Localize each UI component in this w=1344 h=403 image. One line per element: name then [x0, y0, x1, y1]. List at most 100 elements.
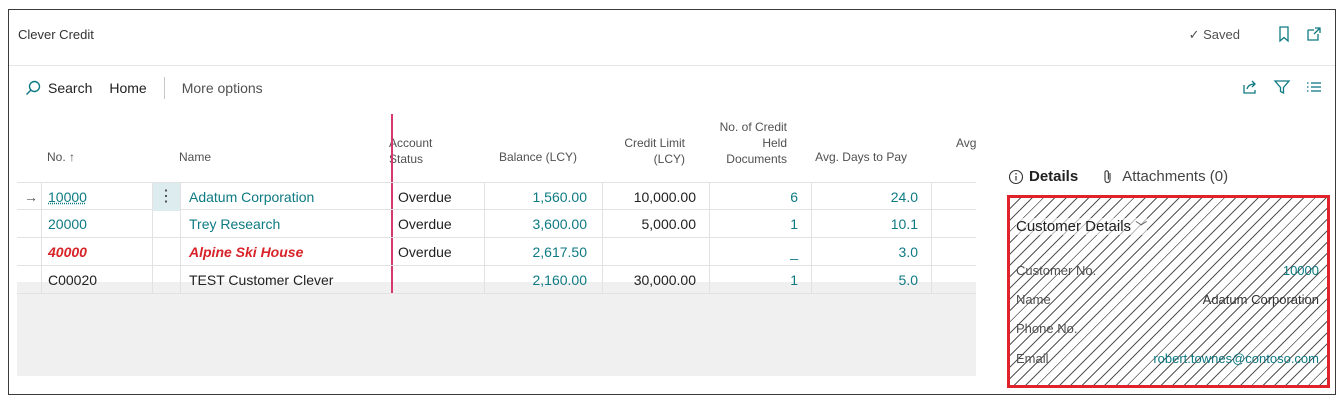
field-phone: Phone No.	[1016, 321, 1078, 336]
cell-credit-limit: 10,000.00	[633, 189, 696, 205]
cell-divider	[811, 238, 812, 266]
cell-divider	[602, 210, 603, 238]
table-row[interactable]: 20000 Trey Research Overdue 3,600.00 5,0…	[17, 210, 976, 238]
cell-divider	[484, 238, 485, 266]
column-header-name[interactable]: Name	[179, 150, 212, 164]
cell-name[interactable]: Trey Research	[189, 216, 281, 232]
cell-divider	[41, 210, 42, 238]
action-separator	[163, 77, 165, 99]
cell-divider	[931, 238, 932, 266]
cell-divider	[484, 266, 485, 294]
cell-divider	[931, 210, 932, 238]
table-row[interactable]: C00020 TEST Customer Clever 2,160.00 30,…	[17, 266, 976, 294]
cell-held-docs[interactable]: 1	[790, 272, 798, 288]
cell-name[interactable]: TEST Customer Clever	[189, 272, 334, 288]
filter-icon[interactable]	[1273, 78, 1291, 99]
open-new-window-icon[interactable]	[1305, 25, 1323, 43]
cell-no[interactable]: 40000	[48, 244, 87, 260]
cell-credit-limit: 5,000.00	[641, 216, 697, 232]
cell-divider	[41, 266, 42, 294]
checkmark-icon: ✓	[1188, 27, 1200, 42]
cell-avg-days[interactable]: 10.1	[890, 216, 918, 232]
cell-no[interactable]: 20000	[48, 216, 87, 232]
table-row[interactable]: → 10000 ⋮ Adatum Corporation Overdue 1,5…	[17, 182, 976, 211]
header-divider	[9, 65, 1335, 66]
cell-divider	[180, 238, 181, 266]
cell-status: Overdue	[398, 189, 452, 205]
home-tab[interactable]: Home	[109, 80, 147, 96]
saved-status: ✓ Saved	[1188, 27, 1240, 42]
page-title: Clever Credit	[18, 27, 94, 42]
bookmark-icon[interactable]	[1275, 25, 1293, 43]
cell-divider	[152, 266, 153, 294]
cell-balance[interactable]: 2,160.00	[532, 272, 588, 288]
cell-held-docs[interactable]: 1	[790, 216, 798, 232]
customer-list-grid: No. ↑ Name Account Status Balance (LCY) …	[17, 106, 976, 380]
cell-divider	[811, 210, 812, 238]
cell-avg-days[interactable]: 3.0	[898, 244, 918, 260]
column-header-credit-limit[interactable]: Credit Limit (LCY)	[624, 136, 685, 166]
cell-held-docs[interactable]: 6	[790, 189, 798, 205]
column-header-balance[interactable]: Balance (LCY)	[498, 150, 577, 164]
cell-no[interactable]: 10000	[48, 189, 87, 205]
action-bar: Search Home More options	[25, 76, 263, 100]
share-icon[interactable]	[1241, 78, 1259, 99]
cell-divider	[811, 183, 812, 211]
cell-no[interactable]: C00020	[48, 272, 98, 288]
column-header-no[interactable]: No. ↑	[47, 150, 76, 164]
cell-divider	[602, 183, 603, 211]
cell-divider	[931, 183, 932, 211]
column-header-credit-held-documents[interactable]: No. of Credit Held Documents	[719, 120, 787, 166]
action-bar-right	[1241, 78, 1323, 99]
column-header-avg[interactable]: Avg	[956, 136, 977, 150]
tab-attachments[interactable]: Attachments (0)	[1100, 168, 1228, 185]
cell-divider	[152, 238, 153, 266]
cell-divider	[41, 238, 42, 266]
chevron-down-icon: ﹀	[1135, 220, 1148, 234]
cell-balance[interactable]: 1,560.00	[532, 189, 588, 205]
cell-divider	[484, 210, 485, 238]
row-actions-icon[interactable]: ⋮	[152, 183, 180, 211]
field-name: Name Adatum Corporation	[1016, 292, 1319, 307]
field-customer-no: Customer No. 10000	[1016, 263, 1319, 278]
cell-avg-days[interactable]: 5.0	[898, 272, 918, 288]
factbox-tabs: Details Attachments (0)	[1008, 168, 1228, 185]
customer-details-header[interactable]: Customer Details ﹀	[1016, 218, 1148, 235]
table-row[interactable]: 40000 Alpine Ski House Overdue 2,617.50 …	[17, 238, 976, 266]
cell-divider	[180, 183, 181, 211]
row-selected-arrow-icon: →	[24, 189, 38, 205]
list-view-icon[interactable]	[1305, 78, 1323, 99]
account-status-indicator-bar	[391, 114, 393, 294]
cell-balance[interactable]: 2,617.50	[532, 244, 588, 260]
column-header-account-status[interactable]: Account Status	[389, 136, 433, 166]
cell-held-docs[interactable]: _	[790, 244, 798, 260]
cell-status: Overdue	[398, 244, 452, 260]
field-email: Email robert.townes@contoso.com	[1016, 351, 1319, 366]
cell-divider	[484, 183, 485, 211]
search-button[interactable]: Search	[25, 80, 92, 96]
cell-divider	[709, 183, 710, 211]
cell-divider	[41, 183, 42, 211]
cell-divider	[180, 266, 181, 294]
tab-details[interactable]: Details	[1008, 168, 1078, 185]
cell-divider	[931, 266, 932, 294]
cell-divider	[709, 238, 710, 266]
cell-divider	[152, 183, 153, 211]
paperclip-icon	[1104, 169, 1111, 183]
cell-divider	[602, 238, 603, 266]
cell-divider	[709, 266, 710, 294]
grid-empty-area	[17, 282, 976, 376]
cell-avg-days[interactable]: 24.0	[890, 189, 918, 205]
customer-details-panel: Customer Details ﹀ Customer No. 10000 Na…	[1007, 195, 1330, 388]
info-icon	[1008, 169, 1024, 184]
column-header-avg-days-to-pay[interactable]: Avg. Days to Pay	[815, 150, 907, 164]
cell-divider	[709, 210, 710, 238]
cell-name[interactable]: Adatum Corporation	[189, 189, 315, 205]
more-options-button[interactable]: More options	[181, 80, 263, 96]
cell-credit-limit: 30,000.00	[633, 272, 696, 288]
cell-divider	[180, 210, 181, 238]
cell-balance[interactable]: 3,600.00	[532, 216, 588, 232]
cell-name[interactable]: Alpine Ski House	[189, 244, 304, 260]
cell-credit-limit	[597, 238, 696, 266]
cell-divider	[811, 266, 812, 294]
